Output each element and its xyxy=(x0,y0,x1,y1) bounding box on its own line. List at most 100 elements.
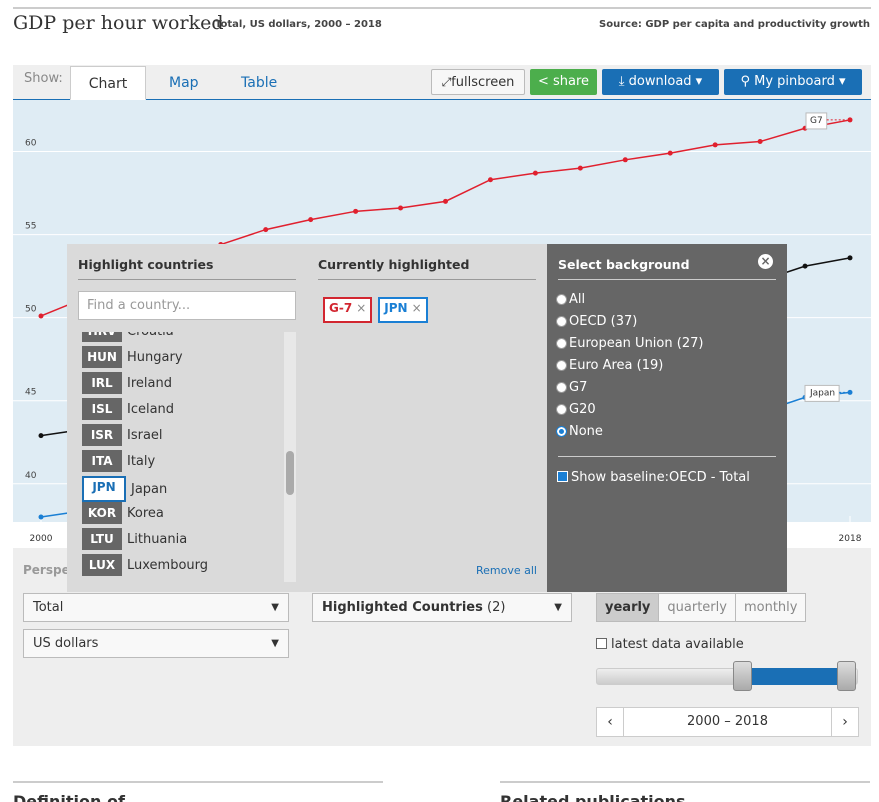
frequency-option[interactable]: quarterly xyxy=(658,594,735,621)
button-label: download xyxy=(628,74,692,89)
radio-option[interactable]: Euro Area (19) xyxy=(556,358,663,373)
data-point xyxy=(847,255,853,261)
baseline-option[interactable]: Show baseline:OECD - Total xyxy=(557,470,750,485)
download-button[interactable]: ⤓ download ▾ xyxy=(602,69,719,95)
button-label: fullscreen xyxy=(451,75,515,90)
country-item[interactable]: LUX Luxembourg xyxy=(82,554,208,576)
footer-heading: Definition of xyxy=(13,792,125,802)
tab-table[interactable]: Table xyxy=(241,75,278,91)
unit-dropdown[interactable]: US dollars ▼ xyxy=(23,629,289,658)
prev-button[interactable]: ‹ xyxy=(596,707,624,737)
chip-remove[interactable]: × xyxy=(411,301,422,315)
pinboard-button[interactable]: ⚲ My pinboard ▾ xyxy=(724,69,862,95)
checkbox xyxy=(557,471,568,482)
country-item[interactable]: ISL Iceland xyxy=(82,398,174,420)
country-item[interactable]: IRL Ireland xyxy=(82,372,172,394)
data-point xyxy=(308,217,314,223)
latest-data[interactable]: latest data available xyxy=(596,637,744,652)
country-item[interactable]: HRV Croatia xyxy=(82,332,174,342)
scrollbar-thumb[interactable] xyxy=(286,451,294,495)
countries-dropdown[interactable]: Highlighted Countries (2) ▼ xyxy=(312,593,572,622)
highlight-chip[interactable]: JPN × xyxy=(378,297,428,323)
country-list: HRV Croatia HUN Hungary IRL Ireland ISL Iceland… xyxy=(78,332,296,582)
dropdown-count: (2) xyxy=(487,600,506,615)
y-tick-label: 60 xyxy=(25,139,37,149)
country-item[interactable]: ISR Israel xyxy=(82,424,163,446)
fullscreen-button[interactable]: ⤢fullscreen xyxy=(431,69,525,95)
share-button[interactable]: < share xyxy=(530,69,597,95)
country-item[interactable]: KOR Korea xyxy=(82,502,164,524)
source[interactable]: Source: GDP per capita and productivity … xyxy=(599,19,870,30)
radio-option[interactable]: G7 xyxy=(556,380,587,395)
country-name: Croatia xyxy=(127,332,174,339)
country-name: Israel xyxy=(127,427,163,443)
close-button[interactable]: × xyxy=(758,254,773,269)
measure-dropdown[interactable]: Total ▼ xyxy=(23,593,289,622)
remove-all[interactable]: Remove all xyxy=(476,564,537,577)
highlight-chip[interactable]: G-7 × xyxy=(323,297,373,323)
data-point xyxy=(38,514,44,520)
radio-option[interactable]: All xyxy=(556,292,585,307)
radio-option[interactable]: G20 xyxy=(556,402,596,417)
country-item[interactable]: LTU Lithuania xyxy=(82,528,187,550)
frequency-option[interactable]: monthly xyxy=(734,594,806,621)
country-name: Iceland xyxy=(127,401,175,417)
radio-label: None xyxy=(569,424,603,439)
data-point xyxy=(802,263,808,269)
panel-heading: Currently highlighted xyxy=(318,257,470,272)
radio xyxy=(556,404,567,415)
data-point xyxy=(353,208,359,214)
divider xyxy=(318,279,536,280)
dropdown-label: US dollars xyxy=(33,636,99,651)
country-item[interactable]: ITA Italy xyxy=(82,450,155,472)
next-button[interactable]: › xyxy=(831,707,859,737)
header-rule xyxy=(13,7,871,9)
divider xyxy=(78,279,296,280)
subtitle: Total, US dollars, 2000 – 2018 xyxy=(215,19,382,30)
country-name: Lithuania xyxy=(127,531,188,547)
country-name: Italy xyxy=(127,453,156,469)
country-item[interactable]: JPN Japan xyxy=(82,476,167,502)
radio xyxy=(556,316,567,327)
chip-label: JPN xyxy=(384,301,408,315)
data-point xyxy=(443,198,448,204)
radio xyxy=(556,426,567,437)
page-title: GDP per hour worked xyxy=(13,12,224,34)
series-label: Japan xyxy=(809,388,835,398)
data-point xyxy=(847,389,853,395)
background-panel xyxy=(547,244,787,592)
radio-label: European Union (27) xyxy=(569,336,704,351)
slider-handle[interactable] xyxy=(733,661,752,691)
frequency-option[interactable]: yearly xyxy=(597,594,659,621)
country-code: ITA xyxy=(82,450,122,472)
x-tick-label: 2000 xyxy=(30,534,53,544)
series-label: G7 xyxy=(810,116,823,126)
radio-option[interactable]: OECD (37) xyxy=(556,314,637,329)
radio xyxy=(556,360,567,371)
search-input[interactable]: Find a country... xyxy=(78,291,296,320)
radio-label: Euro Area (19) xyxy=(569,358,664,373)
chip-remove[interactable]: × xyxy=(356,301,367,315)
country-name: Luxembourg xyxy=(127,557,209,573)
country-item[interactable]: HUN Hungary xyxy=(82,346,183,368)
country-code: IRL xyxy=(82,372,122,394)
tab-map[interactable]: Map xyxy=(169,75,199,91)
country-name: Hungary xyxy=(127,349,183,365)
footer-rule xyxy=(13,781,383,783)
data-point xyxy=(712,142,718,148)
checkbox-label: latest data available xyxy=(611,637,744,652)
tab-chart[interactable]: Chart xyxy=(70,66,146,100)
radio xyxy=(556,338,567,349)
data-point xyxy=(847,117,853,123)
radio-option[interactable]: European Union (27) xyxy=(556,336,703,351)
slider-handle[interactable] xyxy=(837,661,856,691)
checkbox xyxy=(596,638,607,649)
x-tick-label: 2018 xyxy=(839,534,862,544)
slider-range xyxy=(748,668,844,685)
radio-label: G7 xyxy=(569,380,588,395)
data-point xyxy=(263,227,269,233)
radio-option[interactable]: None xyxy=(556,424,603,439)
divider xyxy=(558,279,776,280)
label-box xyxy=(804,384,840,402)
